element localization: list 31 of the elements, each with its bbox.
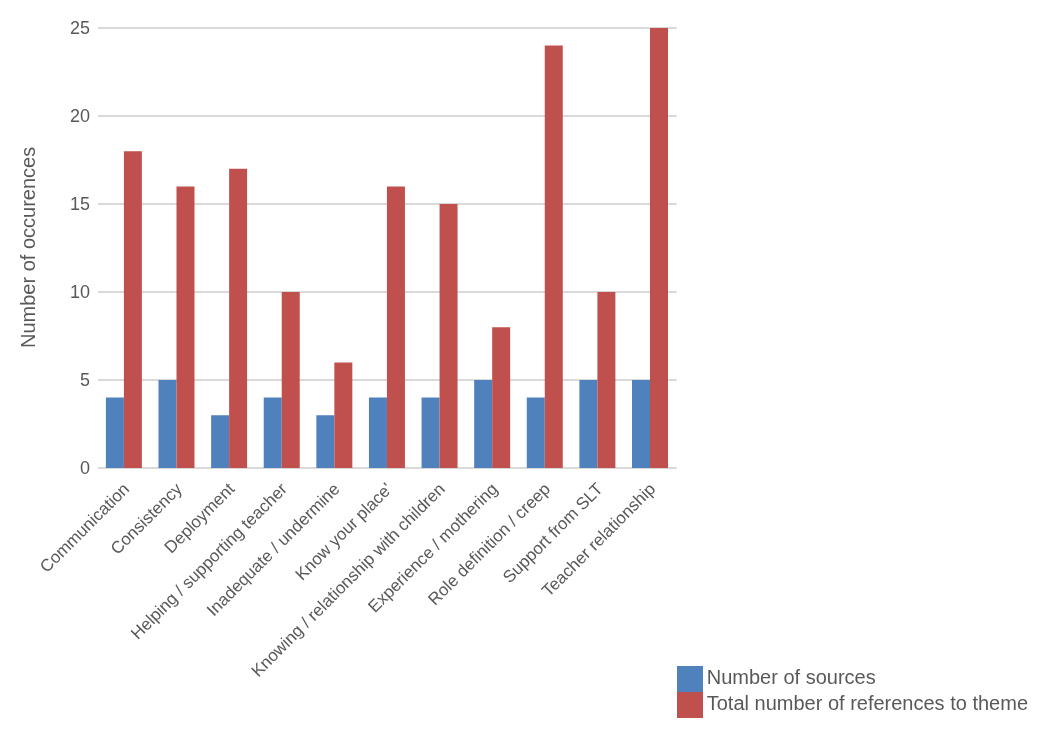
y-tick-label: 10 (69, 282, 90, 303)
bar (229, 168, 248, 468)
bar (650, 28, 668, 468)
bar (597, 292, 616, 468)
bar (176, 186, 195, 468)
bar (316, 415, 335, 468)
bar (632, 380, 650, 468)
bar (526, 397, 545, 468)
y-tick-label: 20 (69, 106, 90, 127)
legend-label: Total number of references to theme (706, 692, 1028, 715)
bar (368, 397, 387, 468)
bar (579, 380, 598, 468)
bar (123, 151, 142, 468)
bar (334, 362, 353, 468)
bar (281, 292, 300, 468)
y-axis-title: Number of occurences (17, 146, 40, 348)
legend-label: Number of sources (706, 666, 876, 689)
bar (474, 380, 493, 468)
y-tick-label: 5 (79, 370, 90, 391)
bar (492, 327, 511, 468)
bar (158, 380, 177, 468)
bar (421, 397, 440, 468)
y-tick-label: 0 (79, 458, 90, 479)
bar (105, 397, 124, 468)
y-tick-label: 25 (69, 18, 90, 39)
y-tick-label: 15 (69, 194, 90, 215)
bar (544, 45, 563, 468)
bar (439, 204, 458, 468)
bar (386, 186, 405, 468)
bar (211, 415, 230, 468)
bar (263, 397, 282, 468)
